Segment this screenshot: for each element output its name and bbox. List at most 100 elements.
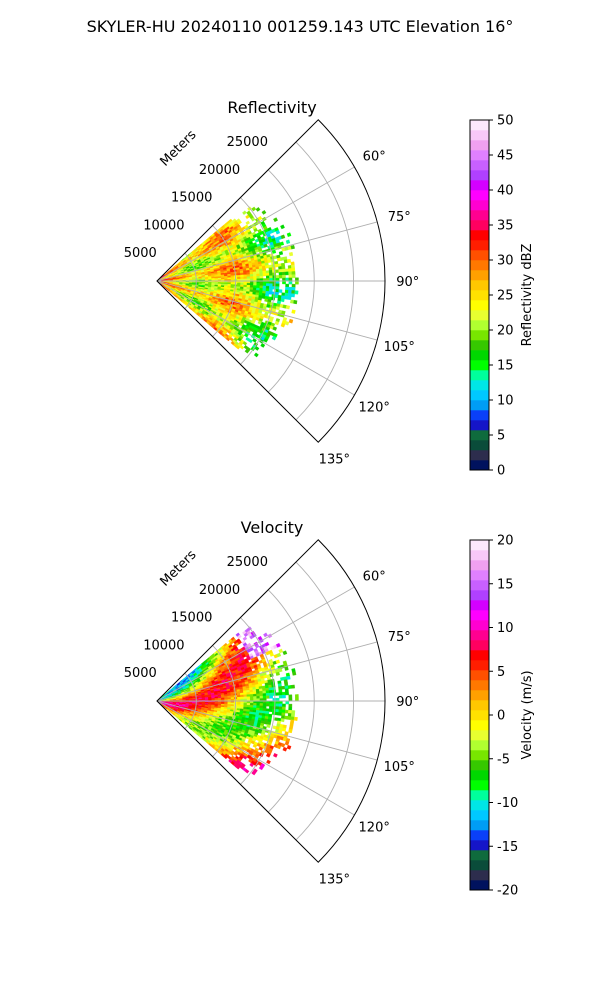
velocity-gate xyxy=(278,712,283,716)
velocity-colorbar-swatch xyxy=(470,790,489,801)
reflectivity-colorbar-swatch xyxy=(470,380,489,391)
velocity-gate xyxy=(246,702,251,706)
velocity-gate xyxy=(278,706,283,710)
reflectivity-gate xyxy=(285,239,291,245)
velocity-azimuth-line xyxy=(156,586,355,702)
reflectivity-radial-tick-label: 10000 xyxy=(143,218,184,233)
velocity-gate xyxy=(256,705,261,709)
reflectivity-gate xyxy=(288,274,293,279)
velocity-gate xyxy=(256,693,261,697)
reflectivity-gate xyxy=(278,289,283,293)
reflectivity-gate xyxy=(211,278,216,280)
velocity-colorbar-swatch xyxy=(470,800,489,811)
velocity-azimuth-line xyxy=(156,700,378,761)
velocity-gate xyxy=(281,727,287,732)
velocity-angle-tick-label: 60° xyxy=(363,570,386,585)
reflectivity-gate xyxy=(286,232,292,237)
velocity-gate xyxy=(295,697,299,702)
velocity-gate xyxy=(274,711,279,716)
velocity-gate xyxy=(281,709,286,714)
reflectivity-colorbar-tick-label: 10 xyxy=(497,394,514,409)
velocity-colorbar-tick-label: -5 xyxy=(497,752,510,767)
velocity-gate xyxy=(251,770,257,776)
velocity-colorbar-swatch xyxy=(470,590,489,601)
velocity-gate xyxy=(268,708,273,713)
reflectivity-gate xyxy=(290,264,295,269)
reflectivity-gate xyxy=(287,296,292,301)
reflectivity-colorbar-swatch xyxy=(470,280,489,291)
reflectivity-colorbar-swatch xyxy=(470,330,489,341)
reflectivity-panel: Reflectivity500010000150002000025000Mete… xyxy=(124,98,420,467)
velocity-colorbar-swatch xyxy=(470,760,489,771)
velocity-gate xyxy=(284,715,289,720)
reflectivity-colorbar-swatch xyxy=(470,370,489,381)
velocity-radial-axis-label: Meters xyxy=(158,547,200,589)
reflectivity-colorbar-swatch xyxy=(470,180,489,191)
reflectivity-gate xyxy=(288,271,293,276)
reflectivity-gate xyxy=(269,283,274,287)
reflectivity-gate xyxy=(244,349,250,354)
reflectivity-gate xyxy=(269,285,273,290)
velocity-gate xyxy=(256,703,261,707)
velocity-colorbar-tick-label: 5 xyxy=(497,665,505,680)
reflectivity-radial-axis-label: Meters xyxy=(158,127,200,169)
reflectivity-gate xyxy=(278,272,283,276)
reflectivity-azimuth-line xyxy=(156,221,378,282)
reflectivity-gate xyxy=(255,207,261,212)
reflectivity-colorbar-swatch xyxy=(470,120,489,131)
reflectivity-gate xyxy=(225,337,231,342)
reflectivity-colorbar-swatch xyxy=(470,460,489,471)
velocity-gate xyxy=(262,695,267,699)
reflectivity-gate xyxy=(291,290,296,295)
velocity-gate xyxy=(227,695,232,698)
reflectivity-gate xyxy=(271,335,277,341)
velocity-gate xyxy=(264,641,270,647)
velocity-gate xyxy=(272,692,277,696)
velocity-gate xyxy=(272,706,277,710)
reflectivity-gate xyxy=(243,276,248,280)
reflectivity-gate xyxy=(261,295,266,299)
reflectivity-colorbar-tick-label: 25 xyxy=(497,289,514,304)
velocity-gate xyxy=(224,697,228,700)
velocity-gate xyxy=(287,685,292,689)
reflectivity-gate xyxy=(242,210,247,215)
velocity-colorbar-swatch xyxy=(470,810,489,821)
reflectivity-gate xyxy=(240,274,244,278)
reflectivity-gate xyxy=(272,286,277,290)
velocity-colorbar-swatch xyxy=(470,620,489,631)
velocity-gate xyxy=(253,702,257,706)
reflectivity-gate xyxy=(288,277,293,282)
velocity-gate xyxy=(294,694,299,699)
velocity-gate xyxy=(278,689,283,693)
reflectivity-colorbar-swatch xyxy=(470,350,489,361)
velocity-gate xyxy=(284,688,289,693)
velocity-gate xyxy=(288,694,293,699)
reflectivity-colorbar-swatch xyxy=(470,320,489,331)
velocity-colorbar-swatch xyxy=(470,710,489,721)
velocity-colorbar-swatch xyxy=(470,580,489,591)
reflectivity-gate xyxy=(288,318,294,324)
reflectivity-colorbar-swatch xyxy=(470,160,489,171)
reflectivity-gate xyxy=(251,206,257,212)
reflectivity-gate xyxy=(265,283,270,287)
reflectivity-gate xyxy=(288,289,293,294)
reflectivity-gate xyxy=(227,275,232,278)
velocity-angle-tick-label: 90° xyxy=(396,695,419,710)
reflectivity-gate xyxy=(281,268,286,273)
velocity-colorbar-label: Velocity (m/s) xyxy=(520,670,535,759)
velocity-gate xyxy=(259,693,264,697)
reflectivity-gate xyxy=(254,346,260,351)
figure-suptitle: SKYLER-HU 20240110 001259.143 UTC Elevat… xyxy=(87,17,514,36)
velocity-gate xyxy=(282,694,286,699)
velocity-gate xyxy=(285,691,289,696)
reflectivity-colorbar-swatch xyxy=(470,360,489,371)
velocity-gate xyxy=(278,709,283,713)
reflectivity-gate xyxy=(260,343,266,348)
velocity-colorbar-swatch xyxy=(470,630,489,641)
velocity-gate xyxy=(288,706,293,711)
reflectivity-colorbar-swatch xyxy=(470,220,489,231)
velocity-gate xyxy=(281,706,286,711)
reflectivity-gate xyxy=(275,229,281,235)
reflectivity-gate xyxy=(256,271,260,275)
velocity-colorbar-swatch xyxy=(470,860,489,871)
